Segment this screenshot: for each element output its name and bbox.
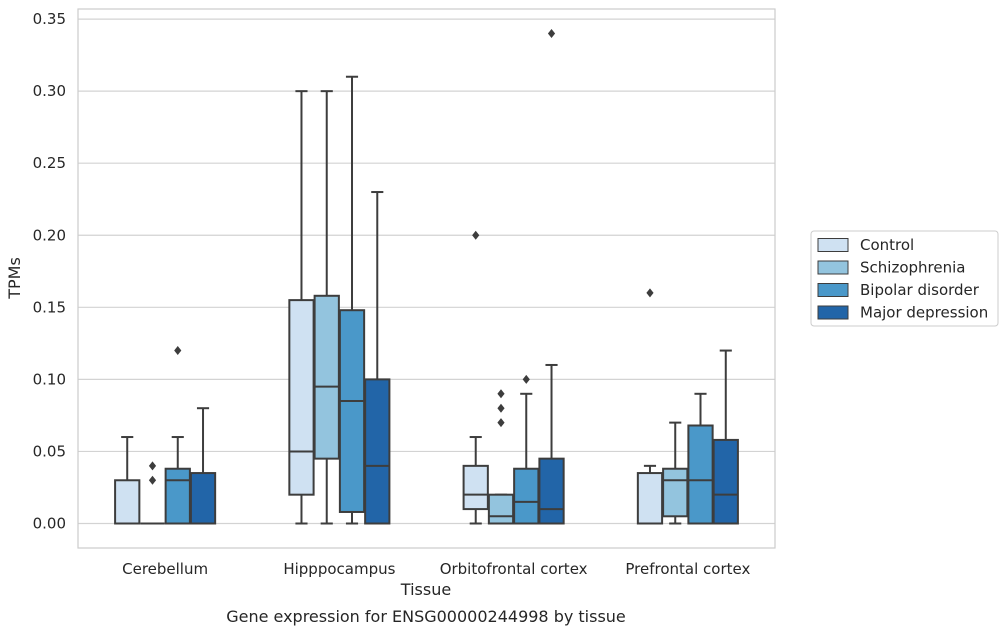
box-body [189,472,217,525]
box-2-1 [487,389,515,525]
box-body [114,479,141,525]
outlier-point [497,418,505,428]
y-tick-label: 0.10 [33,370,66,388]
box-3-3 [712,349,739,525]
box-body [538,457,565,525]
legend: Control Schizophrenia Bipolar disorder Majo… [810,230,999,327]
x-tick-label: Prefrontal cortex [625,560,750,578]
plot-frame [77,8,776,549]
legend-swatch [817,283,849,297]
box-2-3 [538,29,565,525]
box-3-0 [636,288,664,525]
outlier-point [497,389,505,399]
chart-caption: Gene expression for ENSG00000244998 by t… [226,607,626,626]
y-tick-label: 0.30 [33,82,66,100]
legend-frame [810,230,999,327]
box-1-1 [313,90,340,525]
box-0-1 [140,461,165,525]
box-1-3 [364,191,391,525]
x-tick-label: Orbitofrontal cortex [440,560,588,578]
box-body [687,424,714,525]
box-2-0 [462,230,489,525]
outlier-point [522,374,530,384]
box-body [364,378,391,525]
box-body [712,438,739,525]
box-0-2 [164,346,191,525]
outlier-point [174,346,182,356]
outlier-point [497,403,505,413]
box-body [338,309,366,513]
y-tick-label: 0.20 [33,226,66,244]
box-layer [114,29,739,525]
x-axis-title: Tissue [400,580,451,599]
box-3-2 [687,392,714,525]
y-tick-label: 0.00 [33,515,66,533]
box-1-2 [338,75,366,525]
box-body [636,472,664,525]
box-3-1 [662,421,689,525]
y-tick-label: 0.05 [33,442,66,460]
legend-label: Control [860,236,914,254]
outlier-point [547,29,556,38]
box-0-3 [189,407,217,525]
box-body [462,464,489,511]
legend-swatch [817,260,849,275]
box-body [487,493,515,525]
legend-swatch [817,305,849,320]
box-body [164,467,191,525]
y-tick-label: 0.15 [33,298,66,316]
x-tick-label: Hipppocampus [283,560,395,578]
box-body [313,294,340,460]
y-axis-title: TPMs [5,257,24,300]
legend-label: Major depression [860,304,988,322]
legend-swatch [817,238,849,252]
box-body [662,467,689,518]
y-tick-label: 0.25 [33,154,66,172]
outlier-point [646,288,654,298]
y-tick-labels: 0.00 0.05 0.10 0.15 0.20 0.25 0.30 0.35 [33,10,66,532]
box-body [288,299,315,496]
x-tick-labels: Cerebellum Hipppocampus Orbitofrontal cort… [122,560,750,578]
legend-label: Bipolar disorder [860,281,980,299]
legend-label: Schizophrenia [860,259,965,277]
box-body [513,467,540,525]
x-tick-label: Cerebellum [122,560,208,578]
y-tick-label: 0.35 [33,10,66,28]
box-0-0 [114,436,141,525]
box-1-0 [288,90,315,525]
outlier-point [472,230,480,240]
box-2-2 [513,374,540,525]
outlier-point [148,475,157,485]
outlier-point [148,461,157,471]
